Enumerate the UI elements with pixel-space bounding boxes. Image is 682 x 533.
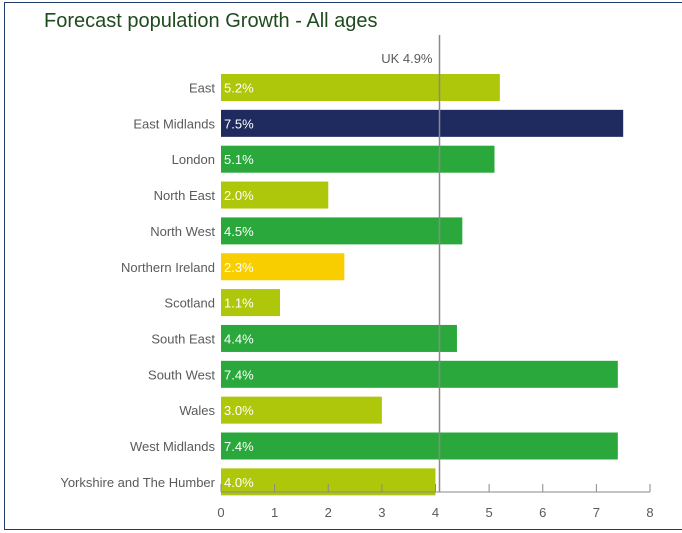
uk-reference-label: UK 4.9% xyxy=(381,51,433,66)
category-label: West Midlands xyxy=(130,439,216,454)
bar-north-west xyxy=(221,217,463,245)
x-tick-label: 3 xyxy=(378,505,385,520)
category-label: Northern Ireland xyxy=(121,260,215,275)
x-tick-label: 8 xyxy=(646,505,653,520)
x-tick-label: 6 xyxy=(539,505,546,520)
category-label: South West xyxy=(148,367,215,382)
category-label: East Midlands xyxy=(133,116,215,131)
bar-wales xyxy=(221,396,382,424)
bar-scotland xyxy=(221,289,280,317)
bar-value-label: 7.5% xyxy=(224,116,254,131)
category-label: South East xyxy=(151,331,215,346)
category-label: London xyxy=(172,152,215,167)
bar-value-label: 4.0% xyxy=(224,475,254,490)
x-tick-label: 7 xyxy=(593,505,600,520)
category-label: Scotland xyxy=(164,296,215,311)
x-tick-label: 0 xyxy=(217,505,224,520)
bar-value-label: 2.3% xyxy=(224,260,254,275)
bar-value-label: 5.1% xyxy=(224,152,254,167)
bar-london xyxy=(221,145,495,173)
bar-value-label: 7.4% xyxy=(224,367,254,382)
chart-title: Forecast population Growth - All ages xyxy=(44,10,378,32)
x-tick-label: 1 xyxy=(271,505,278,520)
bar-south-east xyxy=(221,324,457,352)
category-label: North East xyxy=(154,188,216,203)
bar-value-label: 2.0% xyxy=(224,188,254,203)
bar-value-label: 7.4% xyxy=(224,439,254,454)
category-label: Yorkshire and The Humber xyxy=(60,475,215,490)
bar-north-east xyxy=(221,181,329,209)
x-tick-label: 4 xyxy=(432,505,439,520)
bar-value-label: 5.2% xyxy=(224,81,254,96)
category-label: Wales xyxy=(179,403,215,418)
bar-east xyxy=(221,74,500,101)
bar-value-label: 1.1% xyxy=(224,296,254,311)
category-label: East xyxy=(189,81,215,96)
x-tick-label: 5 xyxy=(486,505,493,520)
bar-northern-ireland xyxy=(221,253,345,281)
bar-west-midlands xyxy=(221,432,618,460)
category-label: North West xyxy=(150,224,215,239)
bar-value-label: 3.0% xyxy=(224,403,254,418)
x-tick-label: 2 xyxy=(325,505,332,520)
bar-value-label: 4.4% xyxy=(224,331,254,346)
bar-east-midlands xyxy=(221,109,624,137)
bar-value-label: 4.5% xyxy=(224,224,254,239)
bar-south-west xyxy=(221,360,618,388)
